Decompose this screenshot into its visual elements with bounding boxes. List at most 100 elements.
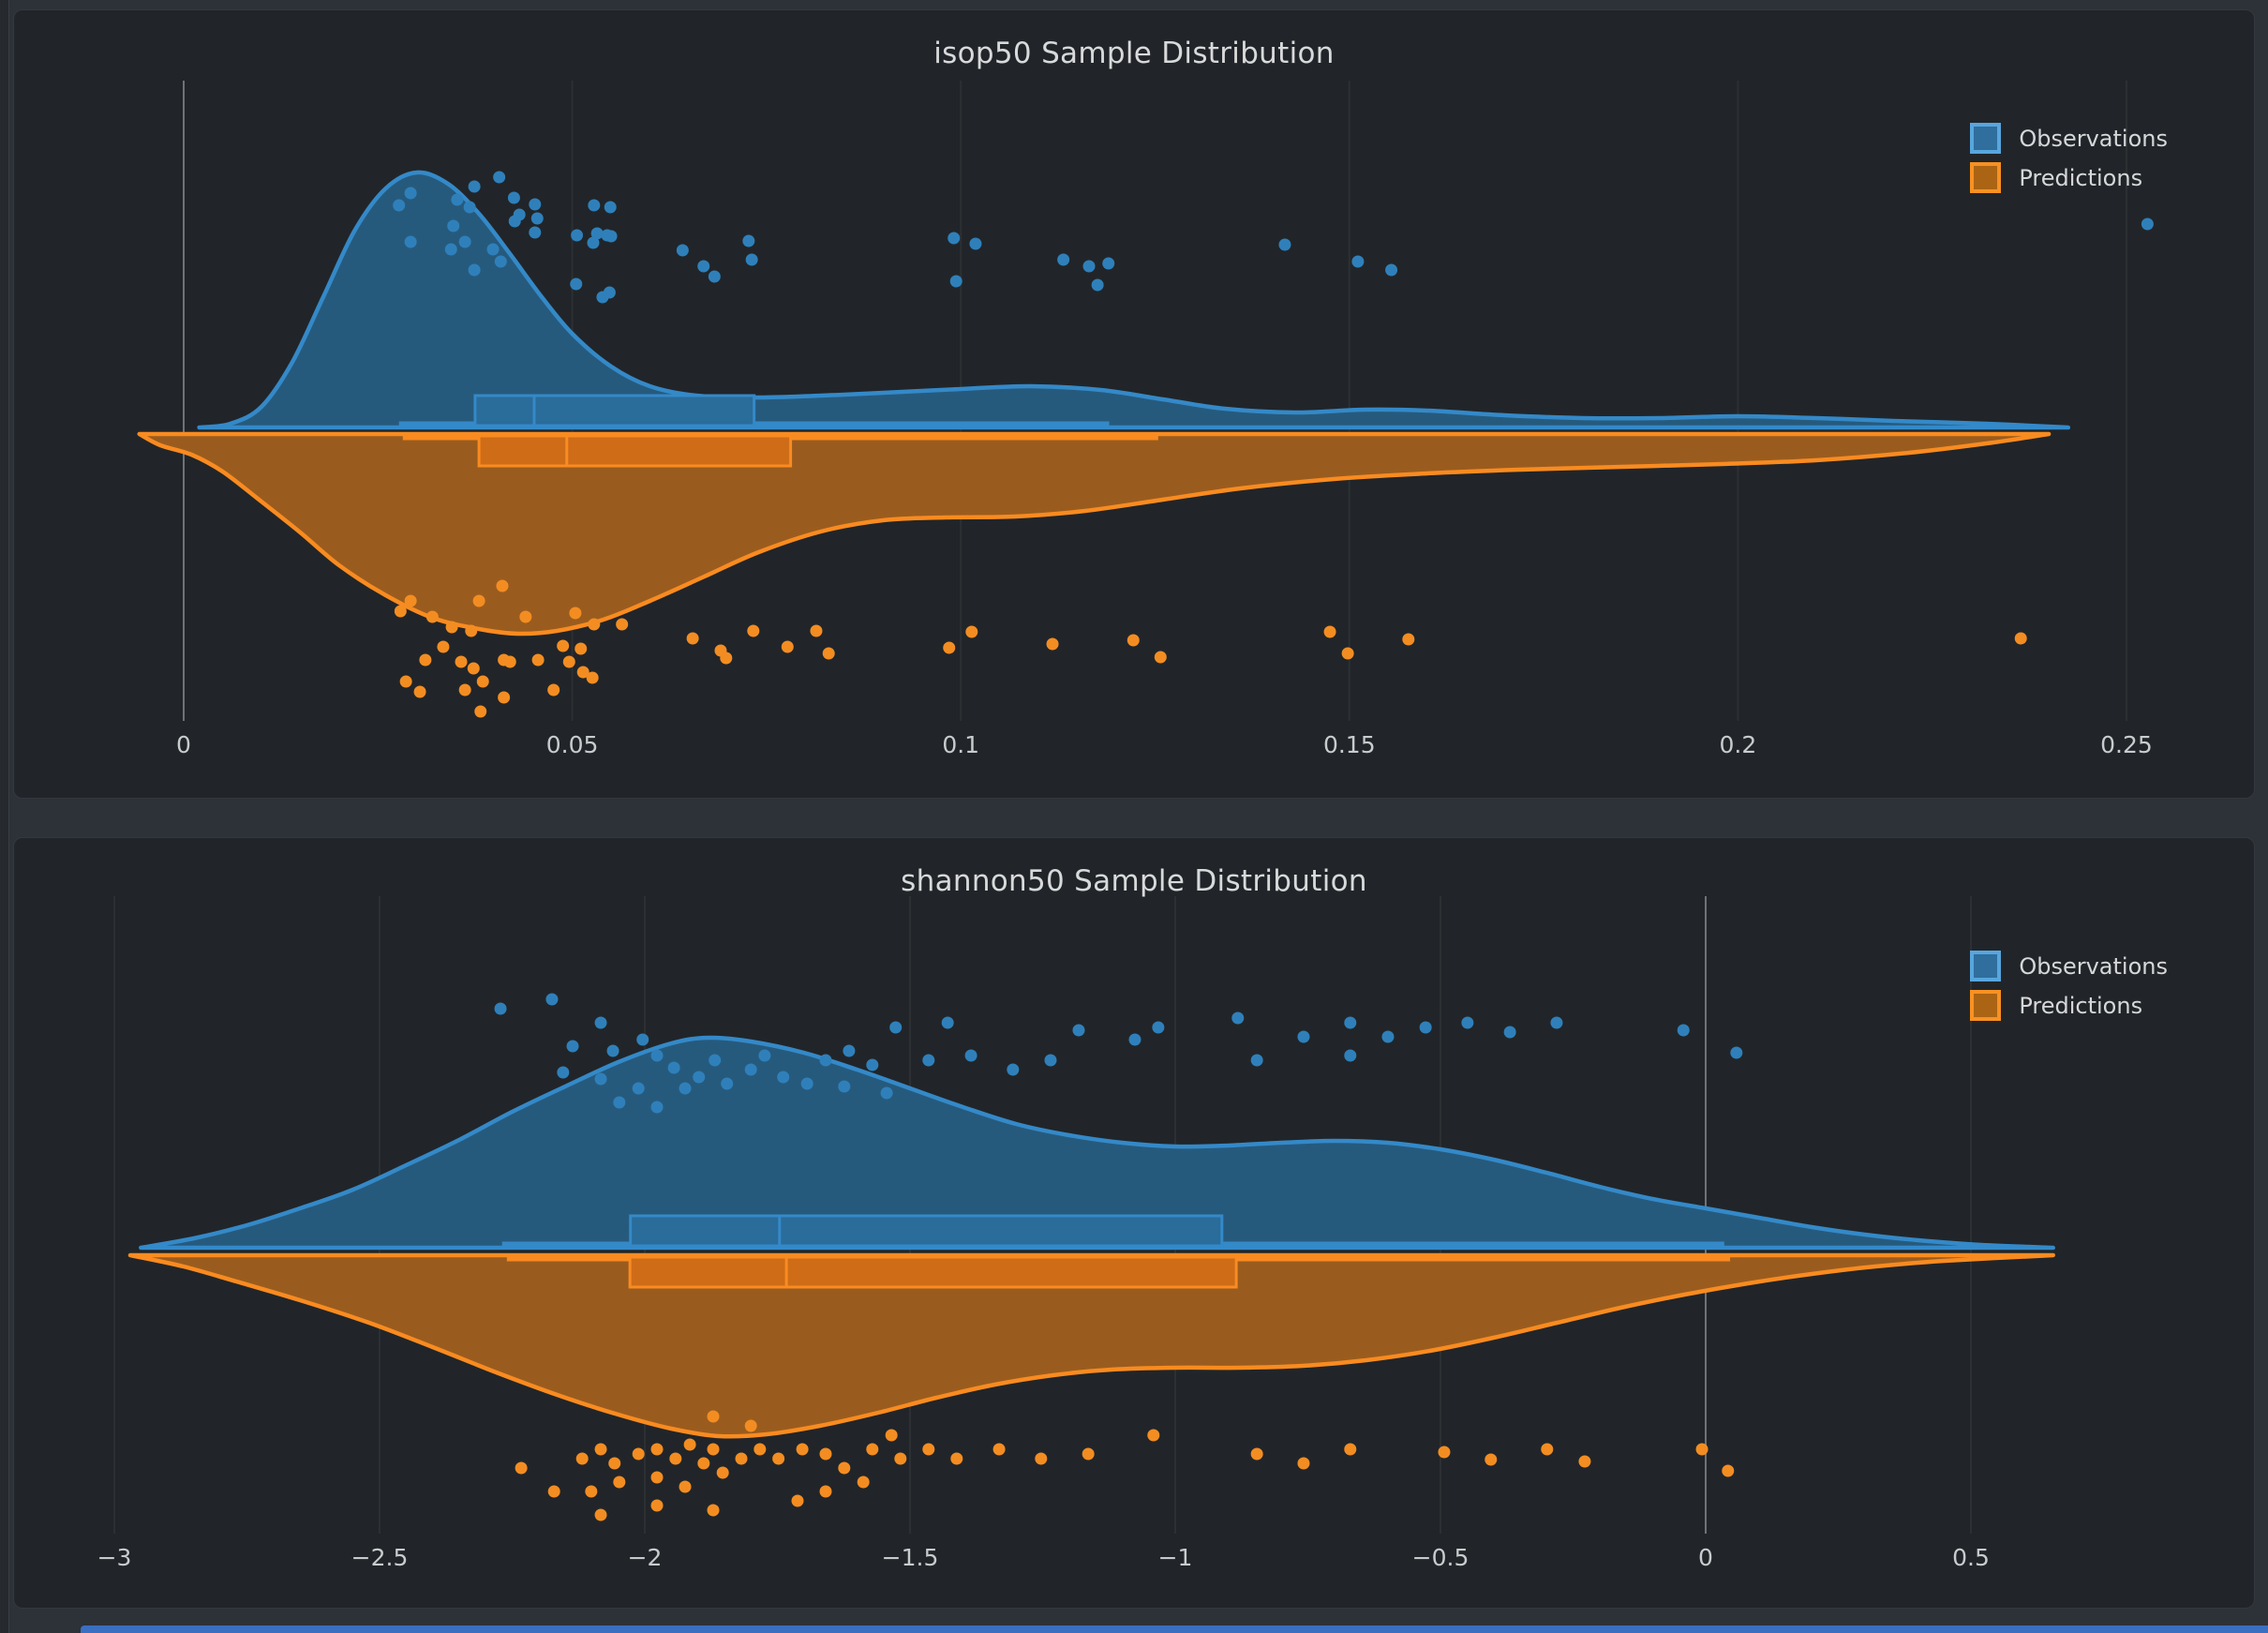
x-axis-tick-label: 0.2 [1720,731,1757,758]
observations-point [404,187,417,200]
observations-point [742,234,755,247]
observations-point [838,1080,851,1093]
observations-point [606,1044,619,1057]
predictions-point [796,1443,809,1456]
observations-point [1550,1016,1563,1029]
observations-point [758,1049,771,1062]
legend-item-observations[interactable]: Observations [1970,123,2168,154]
predictions-point [1046,637,1059,651]
predictions-point [588,618,601,631]
predictions-point [547,1485,560,1498]
predictions-point [707,1504,720,1517]
observations-point [545,993,559,1006]
legend-label: Predictions [2019,992,2143,1019]
observations-point [800,1077,813,1090]
predictions-point [594,1443,607,1456]
observations-point [1250,1054,1263,1067]
x-axis-tick-label: 0 [176,731,191,758]
observations-swatch-icon [1970,951,2002,981]
observations-point [636,1033,649,1046]
predictions-swatch-icon [1970,990,2002,1021]
legend-label: Predictions [2019,164,2143,191]
observations-point [2141,217,2154,231]
predictions-point [772,1452,785,1465]
observations-point [1057,253,1070,266]
legend-item-predictions[interactable]: Predictions [1970,162,2168,193]
observations-point [843,1044,856,1057]
observations-point [613,1096,626,1109]
observations-point [679,1082,692,1095]
observations-point [1677,1024,1690,1037]
observations-point [889,1021,903,1034]
predictions-point [496,579,509,592]
x-axis-tick-label: −2.5 [351,1544,409,1571]
observations-point [529,226,542,239]
observations-point [493,171,506,184]
predictions-point [1297,1457,1310,1470]
legend-item-observations[interactable]: Observations [1970,951,2168,981]
observations-point [667,1061,680,1074]
predictions-point [686,632,699,645]
predictions-point [744,1419,757,1432]
predictions-point [1438,1446,1451,1459]
legend-label: Observations [2019,952,2168,980]
observations-violin [139,1035,2055,1251]
observations-point [1231,1011,1245,1025]
predictions-point [594,1508,607,1521]
legend-item-predictions[interactable]: Predictions [1970,990,2168,1021]
predictions-point [1341,647,1354,660]
predictions-points [394,579,2027,718]
predictions-point [838,1461,851,1475]
predictions-point [1035,1452,1048,1465]
observations-point [1344,1049,1357,1062]
observations-point [1419,1021,1432,1034]
predictions-point [1541,1443,1554,1456]
predictions-point [1402,633,1415,646]
predictions-point [1154,651,1167,664]
observations-point [1082,260,1096,273]
observations-point [393,199,406,212]
observations-point [566,1040,579,1053]
x-axis-tick-label: 0.5 [1952,1544,1990,1571]
observations-point [922,1054,935,1067]
predictions-point [819,1447,832,1461]
observations-point [507,191,520,204]
legend-label: Observations [2019,125,2168,152]
observations-point [964,1049,977,1062]
observations-point [676,244,689,257]
observations-point [1385,263,1398,277]
predictions-point [716,1466,729,1479]
observations-point [486,243,500,256]
predictions-point [531,653,545,667]
x-axis-tick-label: 0.05 [546,731,599,758]
shannon50-distribution-chart: −3 −2.5 −2 −1.5 −1 −0.5 0 0.5 [97,896,2055,1571]
observations-point [697,260,710,273]
observations-point [819,1054,832,1067]
observations-point [969,237,982,250]
observations-box [629,1214,1224,1248]
next-panel-edge [81,1626,2268,1633]
predictions-point [503,655,516,668]
observations-point [594,1016,607,1029]
predictions-point [472,594,485,607]
predictions-point [404,594,417,607]
observations-point [1297,1030,1310,1043]
predictions-point [616,618,629,631]
predictions-point [474,705,487,718]
predictions-point [632,1447,645,1461]
predictions-point [707,1443,720,1456]
observations-point [1503,1026,1516,1039]
predictions-point [586,671,599,684]
observations-point [650,1101,664,1114]
observations-point [530,212,544,225]
observations-point [468,180,481,193]
predictions-point [822,647,835,660]
predictions-point [943,641,956,654]
observations-point [444,243,457,256]
x-axis-tick-label: 0 [1698,1544,1713,1571]
predictions-point [467,662,480,675]
observations-point [494,1002,507,1015]
predictions-point [857,1476,870,1489]
legend: Observations Predictions [1970,123,2168,193]
predictions-point [458,683,471,697]
